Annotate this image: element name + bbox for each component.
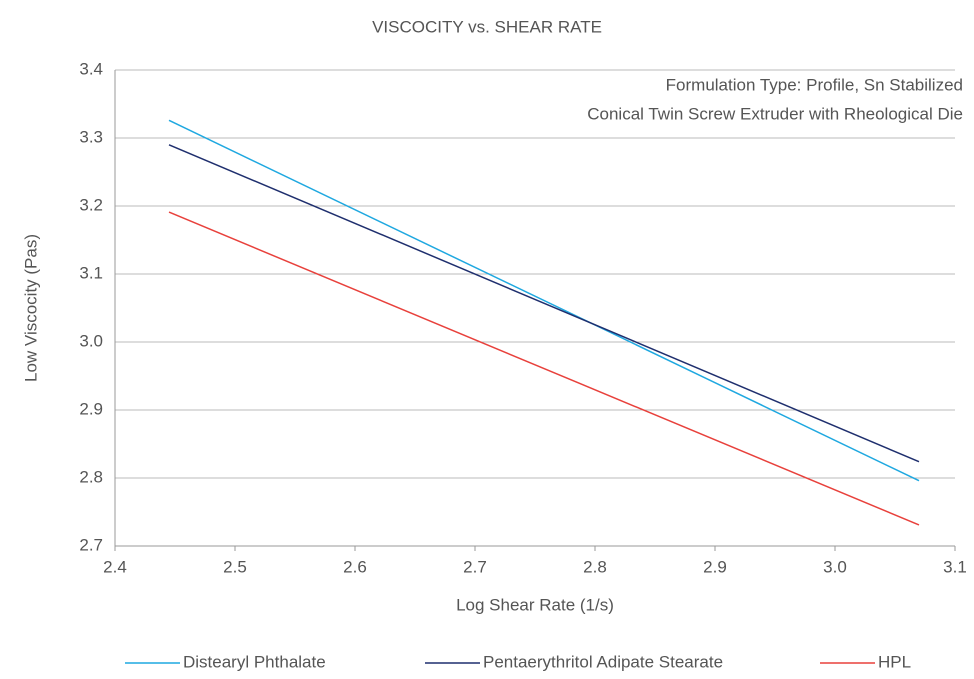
legend-label: Distearyl Phthalate: [183, 652, 326, 671]
y-tick-label: 2.7: [79, 535, 103, 554]
series-line: [168, 119, 920, 482]
x-tick-label: 3.0: [823, 557, 847, 576]
y-tick-label: 3.4: [79, 59, 103, 78]
y-tick-label: 2.9: [79, 399, 103, 418]
x-tick-label: 2.4: [103, 557, 127, 576]
x-tick-label: 3.1: [943, 557, 967, 576]
legend-label: HPL: [878, 652, 911, 671]
y-axis-label: Low Viscocity (Pas): [21, 234, 40, 382]
annotation: Conical Twin Screw Extruder with Rheolog…: [587, 104, 963, 123]
x-tick-label: 2.9: [703, 557, 727, 576]
x-tick-label: 2.7: [463, 557, 487, 576]
series-line: [168, 144, 920, 463]
y-tick-label: 3.3: [79, 127, 103, 146]
x-tick-label: 2.5: [223, 557, 247, 576]
legend-label: Pentaerythritol Adipate Stearate: [483, 652, 723, 671]
y-tick-label: 3.2: [79, 195, 103, 214]
y-tick-label: 2.8: [79, 467, 103, 486]
x-tick-label: 2.6: [343, 557, 367, 576]
y-tick-label: 3.1: [79, 263, 103, 282]
y-tick-label: 3.0: [79, 331, 103, 350]
annotation: Formulation Type: Profile, Sn Stabilized: [666, 75, 963, 94]
series-line: [168, 211, 920, 526]
x-tick-label: 2.8: [583, 557, 607, 576]
x-axis-label: Log Shear Rate (1/s): [456, 595, 614, 614]
chart-title: VISCOCITY vs. SHEAR RATE: [372, 17, 602, 36]
